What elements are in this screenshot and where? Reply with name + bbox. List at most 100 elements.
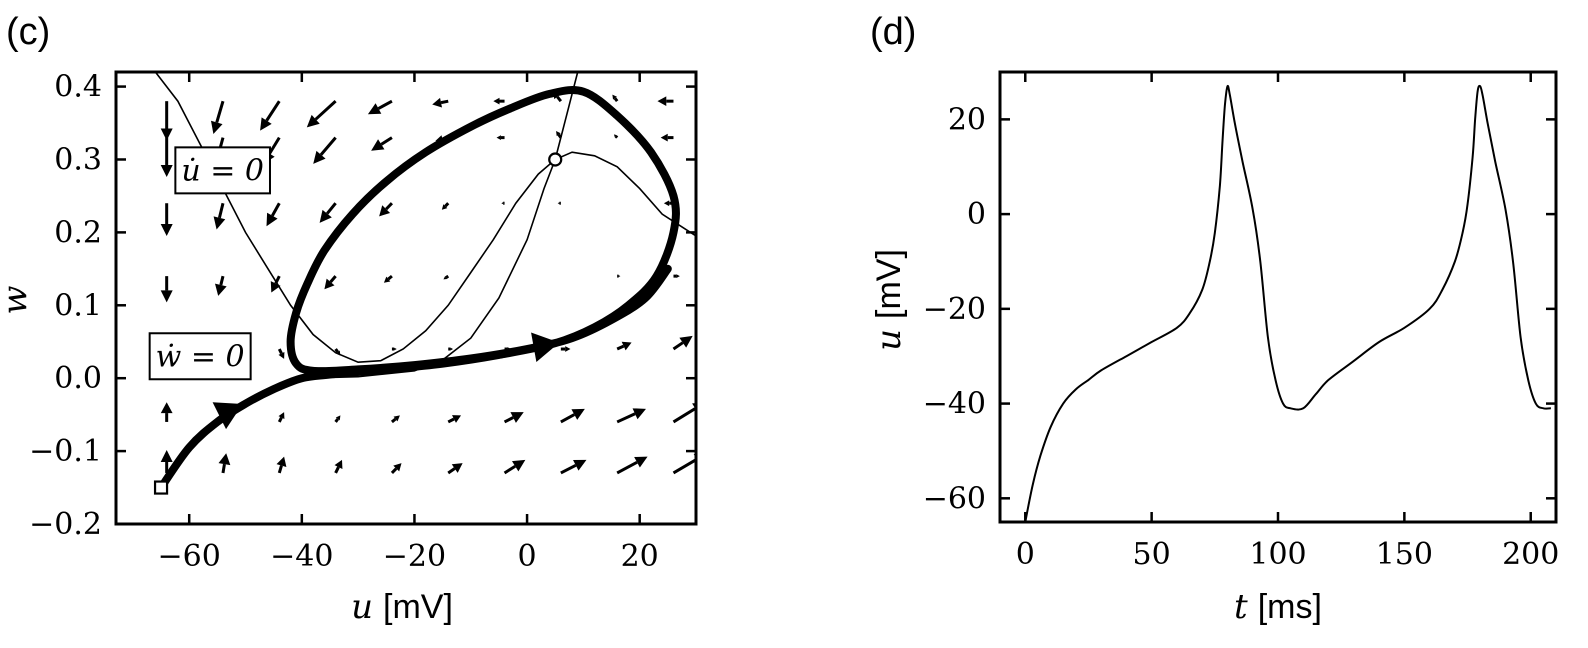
vector-field-arrow-shaft <box>613 97 619 103</box>
vector-field-arrow-head <box>334 459 343 469</box>
vector-field-arrow-head <box>511 459 526 472</box>
voltage-trace-ytick-label: −20 <box>923 292 986 327</box>
w-nullcline-label: ẇ = 0 <box>156 339 245 374</box>
vector-field-arrow-shaft <box>334 348 339 353</box>
voltage-trace-xtick-label: 150 <box>1376 537 1433 572</box>
vector-field-arrow-head <box>679 335 693 348</box>
vector-field-arrow-shaft <box>314 100 337 121</box>
vector-field-arrow-head <box>557 202 560 205</box>
phase-plane-plot-area: u̇ = 0 ẇ = 0 <box>148 72 696 495</box>
vector-field-arrow-shaft <box>221 463 226 474</box>
voltage-trace-xtick-label: 200 <box>1502 537 1559 572</box>
vector-field-arrow-head <box>211 120 223 134</box>
voltage-trace-xlabel: t [ms] <box>1234 587 1322 627</box>
vector-field-arrow-shaft <box>387 274 393 281</box>
vector-field-arrow-shaft <box>445 274 450 279</box>
vector-field-arrow-shaft <box>390 417 397 424</box>
phase-plane-ytick-label: 0.1 <box>54 288 102 323</box>
vector-field-arrow-shaft <box>672 458 696 475</box>
fixed-point-marker <box>548 152 563 167</box>
vector-field-arrow-shaft <box>616 344 625 351</box>
vector-field-arrow-head <box>441 204 448 210</box>
phase-plane-ticks: −60 −40 −20 0 20 −0.2 −0.1 0.0 0.1 0.2 0.3 0.4 <box>29 70 696 574</box>
vector-field-arrow-head <box>371 139 385 151</box>
vector-field-arrow-head <box>493 97 500 105</box>
vector-field-arrow-head <box>319 209 332 223</box>
voltage-trace-plot-area <box>1024 84 1551 522</box>
vector-field-arrow-shaft <box>215 100 225 123</box>
phase-plane-panel: (c) u̇ = 0 ẇ = 0 −60 −40 −20 0 20 −0.2 −0.1 0.0 0… <box>0 11 698 627</box>
voltage-trace-ytick-label: −60 <box>923 481 986 516</box>
phase-plane-xlabel-unit: [mV] <box>383 588 453 626</box>
vector-field-arrow-shaft <box>447 417 455 424</box>
vector-field-arrow-head <box>443 276 448 280</box>
vector-field-arrow-head <box>501 202 504 205</box>
phase-plane-xtick-label: 20 <box>621 539 659 574</box>
vector-field-arrow-head <box>160 450 173 463</box>
vector-field-arrow-shaft <box>268 136 281 155</box>
vector-field-arrow-head <box>213 216 226 230</box>
vector-field-arrow-head <box>612 94 617 100</box>
vector-field-arrow-head <box>394 347 397 351</box>
vector-field-arrow-head <box>613 134 617 138</box>
voltage-trace-ytick-label: −40 <box>923 387 986 422</box>
vector-field-arrow-shaft <box>614 135 619 139</box>
voltage-trace-ylabel-unit: [mV] <box>870 249 908 319</box>
vector-field-arrow-shaft <box>277 348 283 355</box>
voltage-trace-xtick-label: 50 <box>1133 537 1171 572</box>
phase-plane-xlabel: u [mV] <box>351 587 453 627</box>
vector-field-arrow-shaft <box>377 99 393 110</box>
vector-field-arrow-shaft <box>447 467 456 475</box>
phase-plane-ytick-label: 0.4 <box>54 70 102 105</box>
vector-field-arrow-head <box>556 131 561 137</box>
vector-field-arrow-head <box>324 278 335 290</box>
vector-field-arrow-head <box>393 463 402 472</box>
w-nullcline-label-box <box>148 332 252 381</box>
vector-field-arrow-head <box>510 412 524 423</box>
vector-field-arrow-shaft <box>560 413 576 424</box>
vector-field-arrow-head <box>663 200 670 207</box>
phase-plane-ytick-label: −0.1 <box>29 434 102 469</box>
voltage-trace-ytick-label: 0 <box>967 197 986 232</box>
panel-label-c: (c) <box>6 11 50 53</box>
vector-field-arrow-head <box>335 415 341 421</box>
vector-field-arrow-shaft <box>219 275 225 286</box>
vector-field-arrow-head <box>660 133 668 142</box>
w-nullcline <box>301 72 579 379</box>
vector-field-arrow-shaft <box>334 418 339 423</box>
vector-field-arrow-shaft <box>616 460 638 475</box>
trajectory-arrowhead <box>531 332 560 362</box>
vector-field-arrow-head <box>160 128 173 141</box>
vector-field-arrow-head <box>160 290 173 303</box>
vector-field-arrow-shaft <box>380 136 393 146</box>
vector-field-arrow-shaft <box>440 99 449 105</box>
phase-plane-xtick-label: −40 <box>270 539 333 574</box>
phase-plane-frame <box>114 70 698 526</box>
vector-field-arrow-head <box>215 283 227 296</box>
vector-field-arrow-head <box>218 453 231 466</box>
vector-field-arrow-head <box>657 96 667 106</box>
u-nullcline-label-box <box>174 146 271 195</box>
vector-field-arrow-shaft <box>616 412 636 424</box>
vector-field-arrow-shaft <box>277 416 283 423</box>
u-nullcline <box>154 72 696 364</box>
vector-field-arrow-head <box>260 117 272 131</box>
trajectory-arrowhead <box>212 402 243 430</box>
vector-field-arrow-head <box>383 276 391 283</box>
vector-field-arrow-shaft <box>672 341 684 351</box>
u-nullcline-label: u̇ = 0 <box>181 153 264 188</box>
vector-field-arrow-shaft <box>271 202 281 217</box>
vector-field-arrow-head <box>676 274 680 279</box>
phase-plane-xtick-label: −20 <box>383 539 446 574</box>
vector-field-arrow-head <box>160 224 173 237</box>
vector-field-arrow-shaft <box>217 202 225 219</box>
vector-field-arrow-head <box>432 97 443 108</box>
voltage-trace-ytick-label: 20 <box>948 102 986 137</box>
phase-plane-ylabel: w <box>0 285 35 314</box>
vector-field-arrow-shaft <box>334 466 340 474</box>
vector-field-arrow-head <box>452 415 462 423</box>
vector-field-arrow-shaft <box>672 407 696 424</box>
voltage-trace-line <box>1024 84 1551 522</box>
